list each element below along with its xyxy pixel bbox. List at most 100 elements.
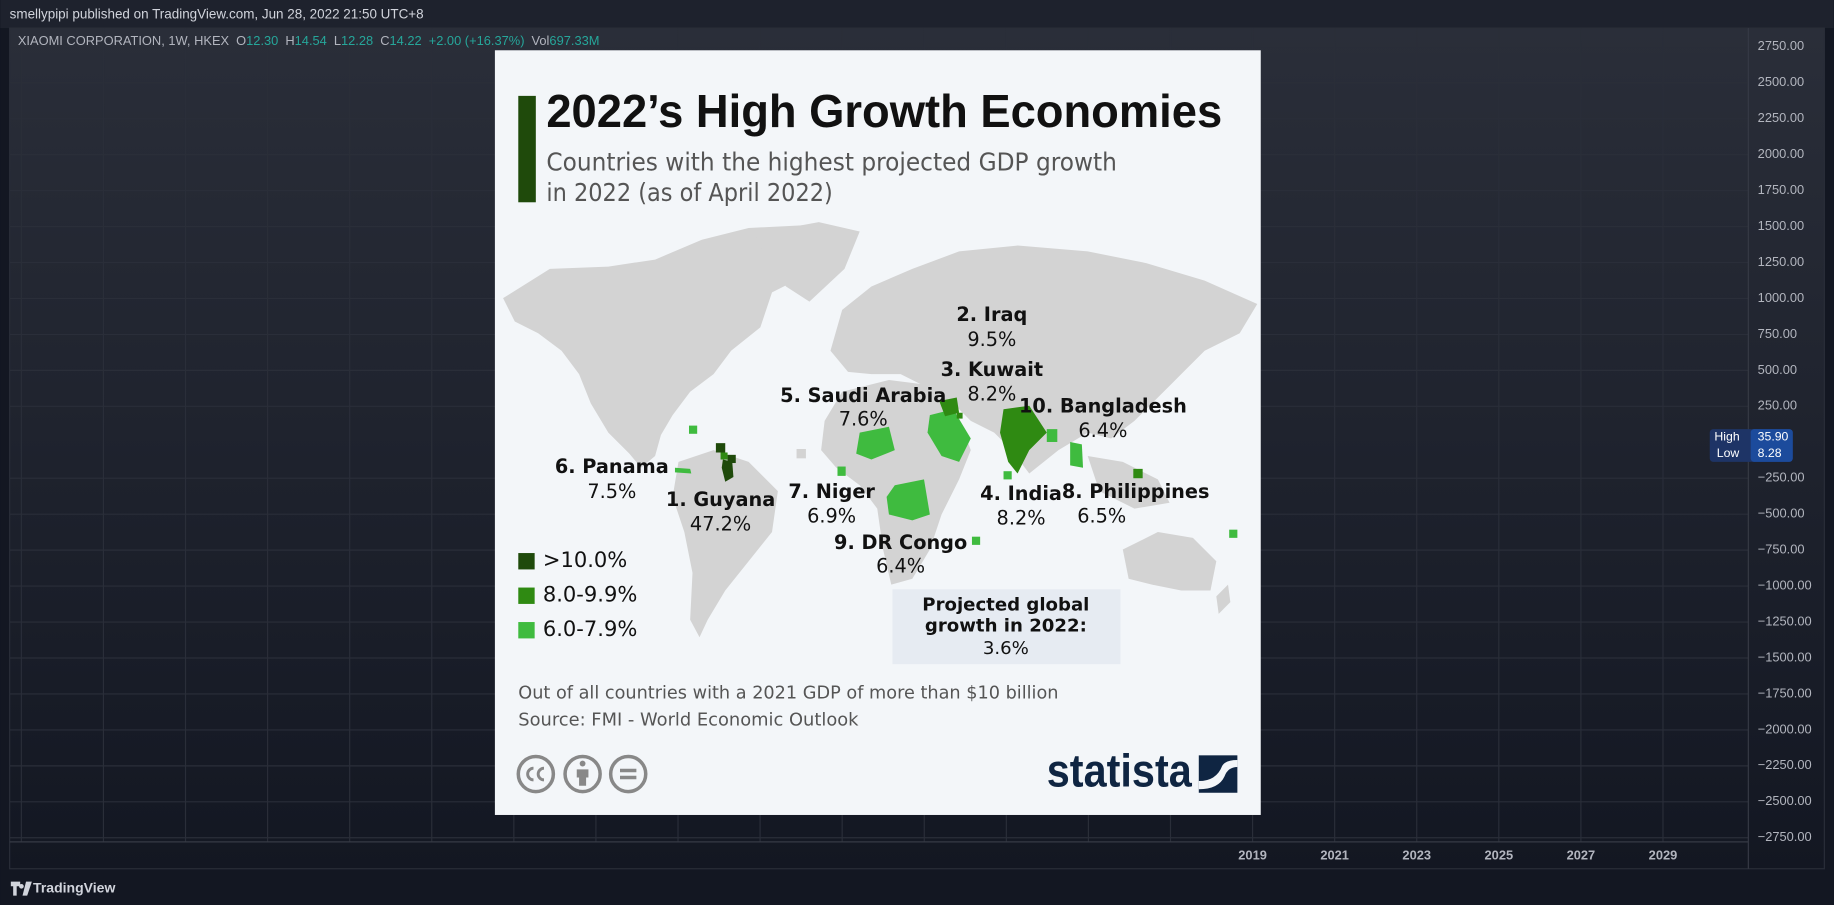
country-name: 7. Niger bbox=[788, 480, 875, 503]
price-axis: 2750.00 2500.00 2250.00 2000.00 1750.00 1500.… bbox=[1758, 38, 1812, 844]
nd-icon bbox=[608, 754, 648, 794]
statista-brand: statista bbox=[1047, 744, 1193, 796]
legend-swatch bbox=[518, 622, 535, 639]
region-marker bbox=[720, 452, 728, 460]
price-label: −250.00 bbox=[1758, 470, 1805, 485]
price-label: 250.00 bbox=[1758, 398, 1797, 413]
price-label: −1250.00 bbox=[1758, 613, 1812, 628]
global-growth-label: Projected global bbox=[922, 595, 1089, 616]
legend-swatch bbox=[518, 553, 535, 570]
infographic: 2022’s High Growth Economies Countries w… bbox=[494, 50, 1261, 815]
legend-label: >10.0% bbox=[543, 547, 627, 572]
country-value: 47.2% bbox=[690, 512, 751, 535]
title-bar bbox=[518, 95, 536, 203]
region-marker bbox=[727, 454, 736, 464]
by-glyph bbox=[576, 769, 589, 786]
volume-value: 697.33M bbox=[549, 33, 599, 48]
open-value: 12.30 bbox=[246, 33, 278, 48]
cc-glyph bbox=[526, 766, 545, 782]
niger-shape bbox=[856, 426, 895, 460]
country-name: 9. DR Congo bbox=[834, 531, 967, 554]
low-value: 8.28 bbox=[1758, 446, 1782, 460]
subtitle: Countries with the highest projected GDP… bbox=[546, 148, 1117, 177]
symbol-line: XIAOMI CORPORATION, 1W, HKEX O12.30 H14.54… bbox=[18, 33, 600, 48]
eurasia bbox=[830, 245, 1258, 474]
legend-swatch bbox=[518, 587, 535, 604]
low-label: L bbox=[334, 33, 341, 48]
price-label: 1250.00 bbox=[1758, 254, 1804, 269]
island bbox=[796, 448, 806, 459]
new-zealand bbox=[1216, 584, 1231, 614]
high-value: 35.90 bbox=[1758, 430, 1789, 444]
region-marker bbox=[971, 536, 981, 545]
north-america bbox=[503, 224, 825, 468]
price-label: 2250.00 bbox=[1758, 110, 1804, 125]
legend: >10.0% 8.0-9.9% 6.0-7.9% bbox=[518, 547, 637, 641]
region-marker bbox=[1003, 471, 1012, 480]
nd-glyph bbox=[620, 768, 637, 780]
price-label: −1750.00 bbox=[1758, 685, 1812, 700]
price-label: −2500.00 bbox=[1758, 793, 1812, 808]
time-label: 2023 bbox=[1402, 847, 1431, 862]
country-value: 7.6% bbox=[839, 407, 888, 430]
logo-wave bbox=[1198, 760, 1238, 790]
price-label: 500.00 bbox=[1758, 362, 1797, 377]
saudi-arabia-shape bbox=[927, 409, 971, 462]
volume-label: Vol bbox=[532, 33, 550, 48]
global-growth-box bbox=[892, 589, 1121, 665]
subtitle: in 2022 (as of April 2022) bbox=[546, 178, 832, 207]
close-value: 14.22 bbox=[390, 33, 422, 48]
panama-shape bbox=[674, 467, 692, 474]
source: Source: FMI - World Economic Outlook bbox=[518, 709, 859, 730]
kuwait-shape bbox=[956, 412, 963, 419]
price-label: −2750.00 bbox=[1758, 829, 1812, 844]
price-label: 2750.00 bbox=[1758, 38, 1804, 53]
range-badge: High 35.90 Low 8.28 bbox=[1709, 429, 1793, 462]
price-label: −1500.00 bbox=[1758, 649, 1812, 664]
top-bar bbox=[0, 0, 1834, 29]
low-value: 12.28 bbox=[341, 33, 373, 48]
price-label: −2000.00 bbox=[1758, 721, 1812, 736]
country-name: 3. Kuwait bbox=[941, 358, 1043, 381]
title: 2022’s High Growth Economies bbox=[546, 85, 1222, 137]
price-label: 2000.00 bbox=[1758, 146, 1804, 161]
time-label: 2021 bbox=[1320, 847, 1349, 862]
philippines-shape bbox=[1070, 441, 1084, 468]
legend-label: 8.0-9.9% bbox=[543, 582, 637, 607]
change: +2.00 (+16.37%) bbox=[429, 33, 525, 48]
country-name: 6. Panama bbox=[555, 455, 669, 478]
license-icons bbox=[516, 754, 648, 794]
country-name: 4. India bbox=[980, 482, 1062, 505]
high-label: H bbox=[285, 33, 294, 48]
note: Out of all countries with a 2021 GDP of … bbox=[518, 682, 1058, 703]
price-label: 750.00 bbox=[1758, 326, 1797, 341]
footer-brand: TradingView bbox=[33, 879, 115, 895]
country-value: 6.9% bbox=[807, 504, 856, 527]
close-label: C bbox=[380, 33, 389, 48]
time-axis: 2019 2021 2023 2025 2027 2029 bbox=[1238, 847, 1677, 862]
footer-logo[interactable]: TradingView bbox=[10, 879, 116, 896]
country-value: 8.2% bbox=[967, 383, 1016, 406]
high-value: 14.54 bbox=[295, 33, 327, 48]
guyana-shape bbox=[721, 459, 734, 482]
price-label: −750.00 bbox=[1758, 542, 1805, 557]
time-label: 2027 bbox=[1567, 847, 1596, 862]
by-glyph bbox=[579, 760, 586, 767]
country-value: 6.5% bbox=[1077, 504, 1126, 527]
region-marker bbox=[1133, 468, 1143, 479]
high-label: High bbox=[1714, 430, 1739, 444]
badge-value-bg bbox=[1750, 429, 1793, 462]
time-label: 2029 bbox=[1649, 847, 1678, 862]
dr-congo-shape bbox=[886, 479, 930, 521]
country-value: 6.4% bbox=[876, 555, 925, 578]
country-name: 2. Iraq bbox=[956, 303, 1027, 326]
australia bbox=[1122, 532, 1217, 591]
greenland bbox=[754, 222, 860, 302]
country-name: 8. Philippines bbox=[1062, 480, 1210, 503]
country-value: 9.5% bbox=[967, 328, 1016, 351]
by-icon bbox=[563, 754, 602, 794]
